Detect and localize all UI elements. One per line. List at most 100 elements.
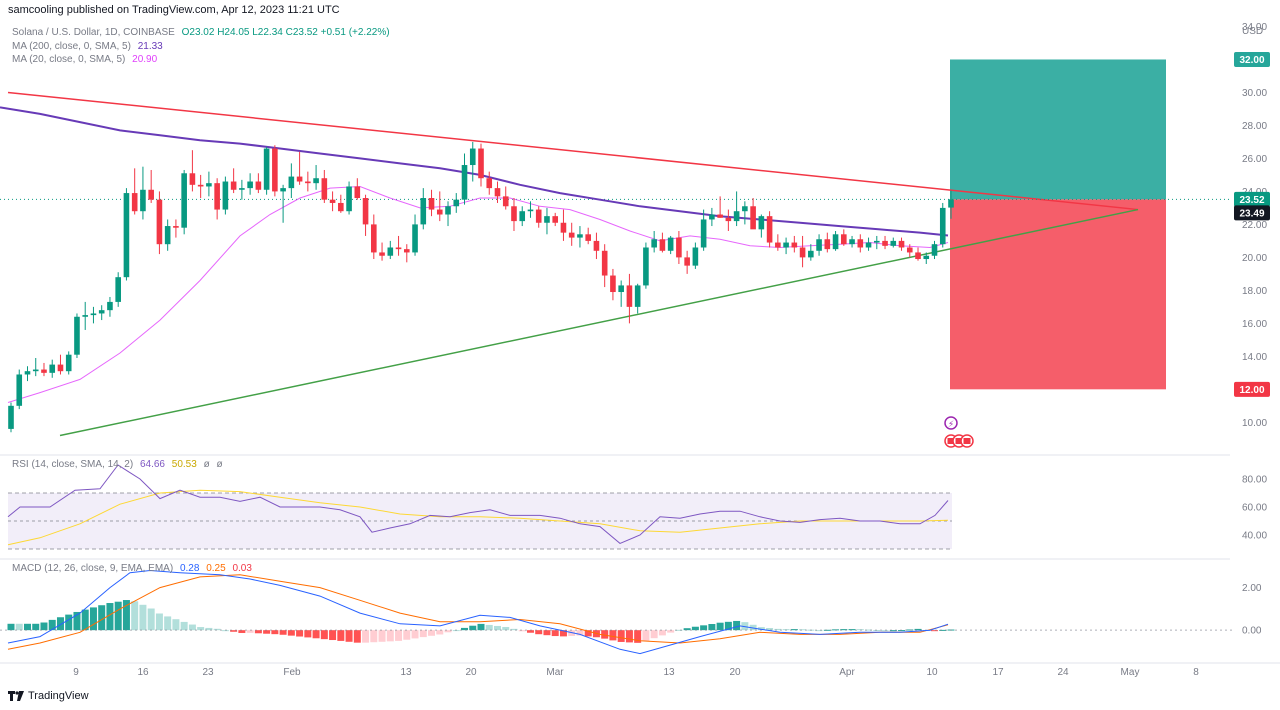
macd-histogram-bar <box>518 630 526 632</box>
candle-body <box>403 249 410 253</box>
candle-body <box>519 211 526 222</box>
candle <box>931 240 938 260</box>
macd-histogram-bar <box>147 608 155 631</box>
candle-body <box>717 214 723 218</box>
macd-histogram-bar <box>40 622 48 631</box>
macd-histogram-bar <box>271 630 279 635</box>
candle-body <box>486 178 493 189</box>
macd-histogram-bar <box>799 629 807 631</box>
macd-histogram-bar <box>848 629 856 631</box>
candle-body <box>948 199 954 208</box>
candle <box>948 190 954 219</box>
candle-body <box>544 216 550 223</box>
candle-body <box>568 232 575 238</box>
candle <box>214 178 220 220</box>
candle-body <box>82 315 89 317</box>
macd-histogram-bar <box>436 630 444 635</box>
candle <box>527 201 534 218</box>
macd-histogram-bar <box>32 623 40 631</box>
candle <box>816 234 822 256</box>
candle-body <box>206 183 212 187</box>
macd-histogram-bar <box>724 621 732 631</box>
candle-body <box>189 173 196 185</box>
candle <box>791 235 798 253</box>
price-tick-label: 16.00 <box>1242 319 1267 330</box>
macd-histogram-bar <box>15 623 23 631</box>
candle <box>519 206 526 227</box>
candle-body <box>890 240 897 246</box>
macd-histogram-bar <box>114 601 122 631</box>
macd-histogram-bar <box>840 629 848 631</box>
macd-tick-label: 0.00 <box>1242 626 1262 637</box>
price-tag <box>1234 381 1270 397</box>
candle-body <box>775 242 781 248</box>
symbol-label: Solana / U.S. Dollar, 1D, COINBASE <box>12 27 175 38</box>
candle-body <box>41 369 47 373</box>
macd-histogram-bar <box>444 630 452 633</box>
candle-body <box>8 405 14 429</box>
rsi-line <box>7 464 949 544</box>
candle <box>634 283 641 314</box>
candle-body <box>742 206 748 212</box>
candle <box>717 196 723 218</box>
macd-histogram-bar <box>254 630 262 634</box>
candle <box>445 201 451 227</box>
time-tick-label: 20 <box>465 667 477 678</box>
macd-histogram-bar <box>584 630 592 637</box>
macd-histogram-bar <box>889 630 897 632</box>
candle <box>115 272 121 307</box>
ma20-value: 20.90 <box>132 54 158 65</box>
tradingview-logo-icon <box>8 691 24 701</box>
candle-body <box>239 188 245 190</box>
macd-histogram-bar <box>650 630 658 639</box>
candle <box>659 232 666 253</box>
candle <box>857 234 864 253</box>
lightning-glyph-icon: ⚡ <box>948 420 954 430</box>
candle-body <box>676 237 682 258</box>
candle-body <box>313 178 319 184</box>
macd-histogram-bar <box>658 630 666 636</box>
candle <box>890 237 897 248</box>
price-tick-label: 22.00 <box>1242 220 1267 231</box>
rsi-ma-line <box>7 489 949 546</box>
macd-histogram-bar <box>691 626 699 631</box>
candle-body <box>552 216 559 223</box>
candle-body <box>288 176 295 189</box>
candle-body <box>939 207 946 245</box>
signal-line <box>7 574 949 650</box>
macd-histogram-bar <box>73 611 81 631</box>
candle-body <box>882 240 888 246</box>
candle-body <box>535 209 542 223</box>
macd-histogram-bar <box>329 630 337 641</box>
candle <box>651 231 657 253</box>
us-flag-stripes-icon <box>947 438 955 444</box>
macd-histogram-bar <box>23 623 31 631</box>
candle <box>362 194 369 236</box>
candle <box>387 240 394 260</box>
candle <box>197 174 204 199</box>
candle-body <box>24 371 31 375</box>
candle <box>585 227 591 245</box>
price-tick-label: 10.00 <box>1242 418 1267 429</box>
signal-value: 0.25 <box>206 563 226 574</box>
candle <box>230 168 237 194</box>
candle-body <box>651 239 657 248</box>
macd-histogram-bar <box>7 623 15 631</box>
candle-body <box>684 257 690 266</box>
candle-body <box>931 244 938 256</box>
macd-histogram-bar <box>246 630 254 633</box>
rsi-legend: RSI (14, close, SMA, 14, 2) 64.66 50.53 … <box>12 459 223 470</box>
candle-body <box>123 193 130 278</box>
candle <box>239 179 245 200</box>
macd-histogram-bar <box>312 630 320 639</box>
candle-body <box>222 181 229 210</box>
candle <box>626 273 633 324</box>
candle <box>766 211 773 248</box>
price-tag <box>1234 205 1270 221</box>
candle <box>379 242 385 261</box>
candle-body <box>362 198 369 225</box>
candle-body <box>634 285 641 307</box>
macd-histogram-bar <box>122 600 130 631</box>
candle <box>939 202 946 248</box>
